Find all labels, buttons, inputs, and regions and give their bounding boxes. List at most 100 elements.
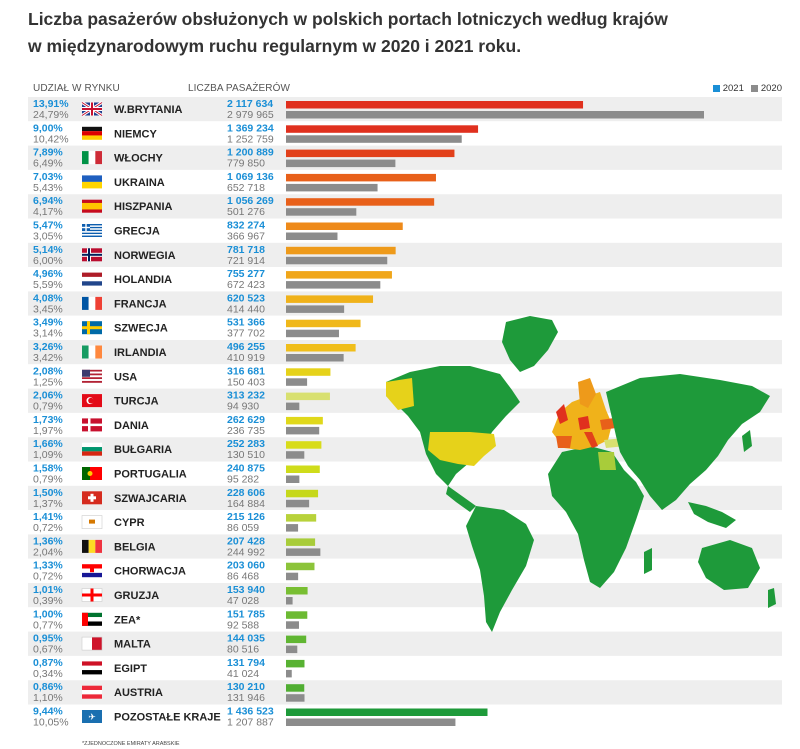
value-2020: 80 516	[227, 644, 259, 656]
eg-flag	[82, 661, 102, 675]
ua-flag	[82, 175, 102, 189]
value-2021: 153 940	[227, 584, 265, 596]
map-greenland	[502, 316, 558, 372]
map-italy	[584, 432, 598, 448]
bar-2021	[286, 295, 374, 303]
share-2020: 10,05%	[33, 717, 69, 729]
bar-2020	[286, 426, 320, 435]
map-north-america	[386, 366, 520, 486]
share-2021: 0,86%	[33, 681, 63, 693]
bar-2020	[286, 451, 305, 459]
title-line-2: w międzynarodowym ruchu regularnym w 202…	[28, 36, 522, 56]
bar-2021	[286, 587, 308, 595]
bar-2021	[286, 708, 488, 716]
country-label: ZEA*	[114, 614, 141, 626]
plane-icon: ✈	[82, 710, 102, 723]
row-background	[28, 340, 782, 365]
value-2021: 130 210	[227, 681, 265, 693]
value-2021: 262 629	[227, 414, 265, 426]
value-2020: 95 282	[227, 474, 259, 486]
value-2021: 203 060	[227, 560, 265, 572]
share-2020: 3,42%	[33, 352, 63, 364]
svg-text:✈: ✈	[88, 713, 96, 723]
share-2020: 3,05%	[33, 231, 63, 243]
value-2021: 1 436 523	[227, 706, 274, 718]
bar-2020	[286, 183, 378, 192]
share-2021: 1,58%	[33, 463, 63, 475]
row-background	[28, 315, 782, 340]
row-background	[28, 583, 782, 608]
bar-2020	[286, 305, 345, 313]
country-label: GRUZJA	[114, 590, 159, 602]
bar-2021	[286, 684, 305, 692]
row-background	[28, 242, 782, 268]
header-count: LICZBA PASAŻERÓW	[188, 83, 290, 94]
country-label: UKRAINA	[114, 177, 165, 189]
share-2020: 2,04%	[33, 546, 63, 558]
map-ukraine	[600, 418, 616, 430]
value-2020: 164 884	[227, 498, 265, 510]
value-2020: 92 588	[227, 619, 259, 631]
share-2021: 1,00%	[33, 608, 63, 620]
map-south-america	[466, 506, 534, 632]
legend: 2021 2020	[712, 83, 782, 94]
share-2021: 1,50%	[33, 487, 63, 499]
value-2021: 1 056 269	[227, 195, 274, 207]
share-2020: 0,77%	[33, 619, 63, 631]
value-2020: 721 914	[227, 255, 265, 267]
share-2020: 5,43%	[33, 182, 63, 194]
share-2021: 0,95%	[33, 633, 63, 645]
gb-flag	[81, 101, 103, 117]
bar-2020	[286, 597, 293, 605]
map-usa	[428, 432, 496, 466]
row-background	[28, 631, 782, 656]
share-2020: 6,49%	[33, 158, 63, 170]
map-madagascar	[644, 548, 652, 574]
share-2020: 3,45%	[33, 303, 63, 315]
bar-2020	[286, 402, 300, 411]
bar-2020	[286, 645, 298, 654]
share-2020: 1,09%	[33, 449, 63, 461]
tr-flag	[82, 394, 102, 408]
share-2020: 1,25%	[33, 376, 63, 388]
country-label: NIEMCY	[114, 128, 157, 140]
value-2021: 620 523	[227, 292, 265, 304]
value-2020: 41 024	[227, 668, 259, 680]
value-2021: 228 606	[227, 487, 265, 499]
bar-2021	[286, 246, 396, 255]
country-label: AUSTRIA	[114, 687, 163, 699]
bar-2020	[286, 159, 396, 168]
es-flag	[82, 199, 102, 213]
country-label: SZWECJA	[114, 323, 168, 335]
value-2021: 832 274	[227, 220, 265, 232]
bar-2020	[286, 329, 339, 338]
footnote: *ZJEDNOCZONE EMIRATY ARABSKIE	[82, 741, 180, 747]
country-label: GRECJA	[114, 226, 160, 238]
bar-2021	[286, 659, 305, 668]
country-label: BELGIA	[114, 541, 156, 553]
bar-2020	[286, 354, 344, 362]
bar-2021	[286, 611, 308, 619]
no-flag	[82, 248, 102, 262]
value-2021: 1 369 234	[227, 122, 274, 134]
bar-2020	[286, 475, 300, 483]
country-label: BUŁGARIA	[114, 444, 172, 456]
ae-flag	[82, 612, 102, 626]
share-2021: 1,01%	[33, 584, 63, 596]
country-label: HISZPANIA	[114, 201, 173, 213]
bar-2020	[286, 524, 299, 532]
bar-2020	[286, 548, 321, 556]
mt-flag	[81, 636, 103, 651]
row-background	[28, 655, 782, 681]
map-egypt	[598, 452, 616, 470]
share-2020: 5,59%	[33, 279, 63, 291]
bar-2021	[286, 125, 479, 133]
bar-2021	[286, 514, 317, 522]
share-2020: 3,14%	[33, 328, 63, 340]
legend-swatch-2021	[712, 85, 720, 92]
